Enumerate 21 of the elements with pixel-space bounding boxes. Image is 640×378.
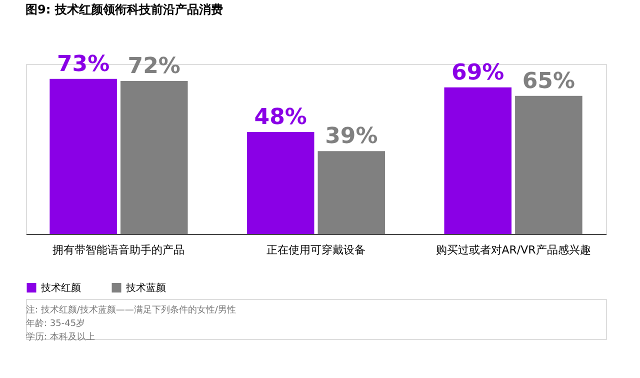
legend-label: 技术蓝颜 bbox=[125, 282, 166, 294]
bar bbox=[246, 132, 314, 234]
data-label: 73% bbox=[56, 52, 110, 77]
x-tick-label: 购买过或者对AR/VR产品感兴趣 bbox=[436, 244, 591, 256]
bar bbox=[318, 151, 386, 234]
bar bbox=[120, 81, 188, 234]
text: 注: 技术红颜/技术蓝颜——满足下列条件的女性/男性 bbox=[26, 304, 236, 316]
text: 年龄: 35-45岁 bbox=[26, 318, 86, 329]
data-label: 72% bbox=[128, 54, 180, 79]
legend-label: 技术红颜 bbox=[40, 282, 81, 294]
bar bbox=[444, 87, 512, 234]
data-label: 48% bbox=[254, 105, 307, 130]
bar bbox=[50, 78, 117, 234]
x-tick-label: 正在使用可穿戴设备 bbox=[266, 244, 366, 256]
bar bbox=[515, 96, 582, 234]
data-label: 65% bbox=[522, 68, 576, 94]
data-label: 69% bbox=[452, 60, 504, 86]
x-tick-label: 拥有带智能语音助手的产品 bbox=[52, 244, 185, 256]
data-label: 39% bbox=[325, 124, 378, 150]
chart-title: 图9: 技术红颜领衔科技前沿产品消费 bbox=[26, 2, 223, 16]
text: 学历: 本科及以上 bbox=[26, 331, 95, 342]
